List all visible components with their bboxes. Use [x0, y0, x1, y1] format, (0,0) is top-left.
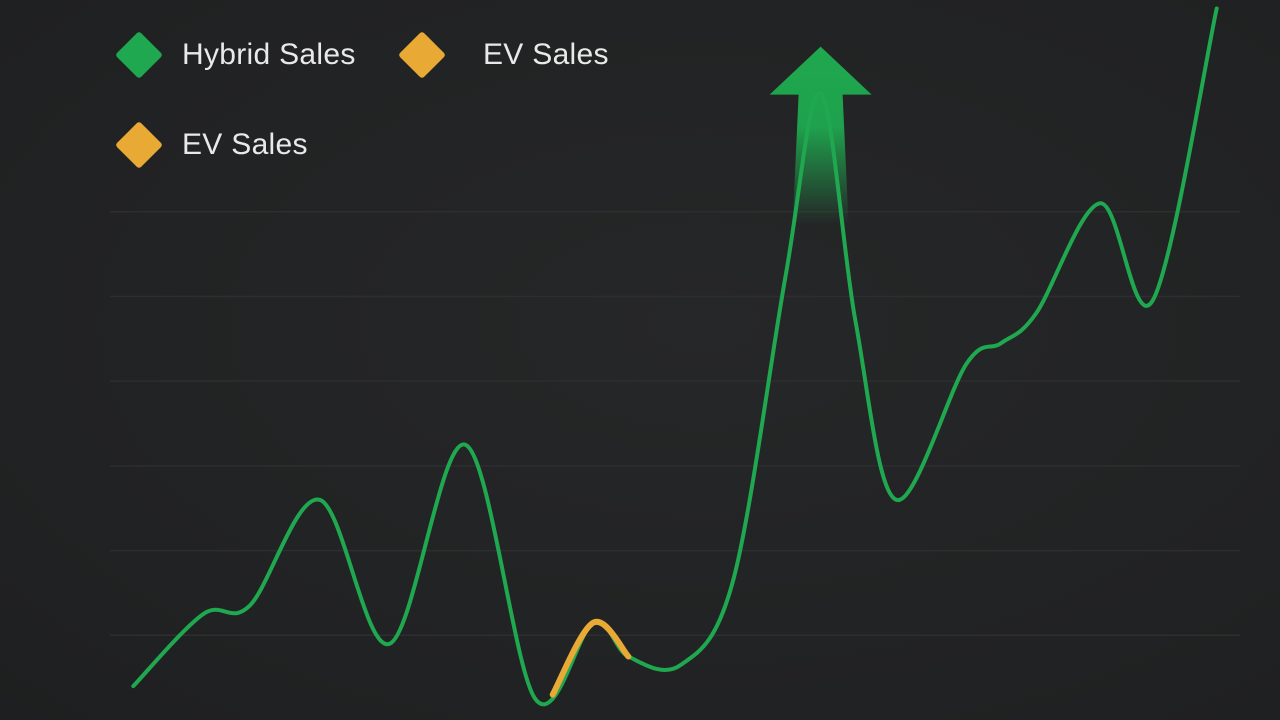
legend-label: EV Sales	[182, 128, 308, 161]
legend-item-ev-sales-duplicate: EV Sales	[114, 120, 308, 170]
series-line-ev-sales	[549, 619, 632, 698]
trend-up-arrow-icon	[769, 46, 872, 225]
legend-label: Hybrid Sales	[182, 38, 356, 71]
diamond-marker-icon	[114, 120, 164, 170]
diamond-marker-icon	[114, 30, 164, 80]
series-line-hybrid-sales	[131, 6, 1219, 707]
legend-item-ev-sales: EV Sales	[397, 30, 609, 80]
diamond-marker-icon	[397, 30, 447, 80]
legend-label: EV Sales	[483, 38, 609, 71]
legend-item-hybrid-sales: Hybrid Sales	[114, 30, 356, 80]
